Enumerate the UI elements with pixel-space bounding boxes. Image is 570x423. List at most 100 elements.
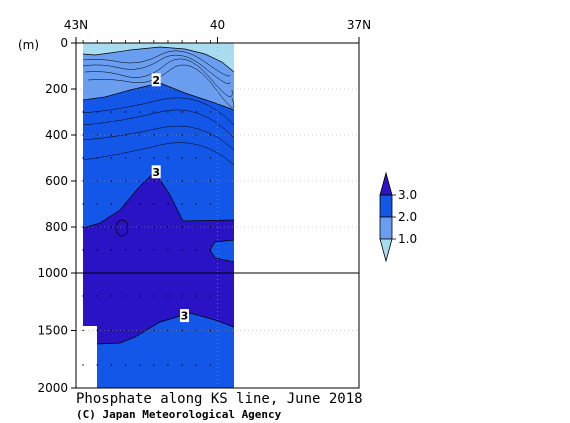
station-dot-2-8 bbox=[110, 329, 113, 332]
legend-label-1: 1.0 bbox=[398, 232, 417, 246]
station-dot-9-8 bbox=[209, 329, 212, 332]
station-dot-0-5 bbox=[82, 226, 84, 228]
station-dot-0-1 bbox=[82, 134, 84, 136]
credit-text: (C) Japan Meteorological Agency bbox=[76, 408, 282, 421]
station-dot-8-4 bbox=[195, 203, 197, 205]
region-above-3 bbox=[83, 172, 234, 344]
station-dot-7-8 bbox=[181, 329, 183, 332]
station-dot-5-5 bbox=[153, 226, 155, 228]
station-dot-1-9 bbox=[96, 364, 98, 366]
station-dot-6-8 bbox=[167, 329, 169, 332]
station-dot-5-1 bbox=[153, 134, 155, 136]
station-dot-3-2 bbox=[124, 157, 127, 159]
station-dot-7-2 bbox=[181, 157, 183, 159]
station-dot-9-1 bbox=[209, 134, 212, 136]
contour-label-bg-2 bbox=[179, 309, 189, 323]
station-dot-3-4 bbox=[124, 203, 127, 205]
station-dot-4-6 bbox=[138, 249, 141, 251]
station-dot-5-7 bbox=[153, 295, 155, 297]
station-dot-4-8 bbox=[138, 329, 141, 332]
station-dot-6-6 bbox=[167, 249, 169, 251]
legend-swatch-above-3 bbox=[379, 171, 393, 196]
station-dot-2-0 bbox=[110, 111, 113, 113]
station-dot-3-9 bbox=[124, 364, 127, 366]
legend-swatch-2-to-3 bbox=[379, 194, 393, 218]
station-dot-5-2 bbox=[153, 157, 155, 159]
colorbar-legend: 3.0 2.0 1.0 bbox=[379, 171, 417, 263]
station-dot-1-7 bbox=[96, 295, 98, 297]
station-dot-1-6 bbox=[96, 249, 98, 251]
contour-label-bg-1 bbox=[151, 165, 161, 179]
region-above-3-spot bbox=[116, 220, 128, 236]
station-dot-0-4 bbox=[82, 203, 84, 205]
station-dot-2-6 bbox=[110, 249, 113, 251]
station-dot-5-9 bbox=[153, 364, 155, 366]
station-dot-6-0 bbox=[167, 111, 169, 113]
y-axis: 0 200 400 600 800 1000 1500 2000 bbox=[37, 36, 76, 395]
station-dot-6-9 bbox=[167, 364, 169, 366]
station-dot-3-5 bbox=[124, 226, 127, 228]
station-dot-9-3 bbox=[209, 180, 212, 182]
station-dot-7-5 bbox=[181, 226, 183, 228]
station-dot-7-1 bbox=[181, 134, 183, 136]
station-dot-4-2 bbox=[138, 157, 141, 159]
station-dot-8-6 bbox=[195, 249, 197, 251]
station-dot-8-0 bbox=[195, 111, 197, 113]
contour-label-0: 2 bbox=[152, 74, 160, 87]
station-dot-7-9 bbox=[181, 364, 183, 366]
station-dot-8-7 bbox=[195, 295, 197, 297]
station-dot-4-3 bbox=[138, 180, 141, 182]
station-dot-9-5 bbox=[209, 226, 212, 228]
station-dot-0-0 bbox=[82, 111, 84, 113]
station-dot-6-3 bbox=[167, 180, 169, 182]
contour-label-bg-0 bbox=[151, 73, 161, 87]
station-dot-1-1 bbox=[96, 134, 98, 136]
station-dot-4-4 bbox=[138, 203, 141, 205]
contour-labels: 2 3 3 bbox=[151, 73, 189, 323]
station-dot-4-9 bbox=[138, 364, 141, 366]
station-dot-4-5 bbox=[138, 226, 141, 228]
station-dot-4-7 bbox=[138, 295, 141, 297]
station-dot-0-8 bbox=[82, 329, 84, 332]
y-tick-label-7: 2000 bbox=[37, 381, 68, 395]
station-dot-4-1 bbox=[138, 134, 141, 136]
station-dot-1-8 bbox=[96, 329, 98, 332]
x-tick-label-2: 37N bbox=[347, 18, 371, 32]
station-dot-5-6 bbox=[153, 249, 155, 251]
station-dot-2-7 bbox=[110, 295, 113, 297]
station-dot-2-3 bbox=[110, 180, 113, 182]
station-dot-3-3 bbox=[124, 180, 127, 182]
contour-lines bbox=[82, 46, 235, 345]
station-dot-8-2 bbox=[195, 157, 197, 159]
contour-label-1: 3 bbox=[152, 166, 160, 179]
station-dot-3-6 bbox=[124, 249, 127, 251]
contour-label-2: 3 bbox=[181, 310, 189, 323]
station-dot-1-5 bbox=[96, 226, 98, 228]
legend-label-2: 2.0 bbox=[398, 210, 417, 224]
station-dot-9-2 bbox=[209, 157, 212, 159]
station-dot-0-6 bbox=[82, 249, 84, 251]
chart-title: Phosphate along KS line, June 2018 bbox=[76, 391, 363, 407]
station-dot-2-9 bbox=[110, 364, 113, 366]
station-dot-6-4 bbox=[167, 203, 169, 205]
station-dot-6-5 bbox=[167, 226, 169, 228]
station-dot-3-1 bbox=[124, 134, 127, 136]
station-dot-0-3 bbox=[82, 180, 84, 182]
station-dot-5-4 bbox=[153, 203, 155, 205]
station-dot-7-0 bbox=[181, 111, 183, 113]
station-dot-1-4 bbox=[96, 203, 98, 205]
x-tick-label-0: 43N bbox=[64, 18, 88, 32]
station-dot-1-2 bbox=[96, 157, 98, 159]
station-markers bbox=[82, 111, 212, 366]
station-dot-6-1 bbox=[167, 134, 169, 136]
station-dot-5-8 bbox=[153, 329, 155, 332]
gridlines bbox=[76, 43, 359, 388]
legend-swatch-1-to-2 bbox=[379, 216, 393, 240]
station-dot-9-4 bbox=[209, 203, 212, 205]
station-dot-7-7 bbox=[181, 295, 183, 297]
station-dot-2-2 bbox=[110, 157, 113, 159]
station-dot-0-9 bbox=[82, 364, 84, 366]
y-tick-label-6: 1500 bbox=[37, 324, 68, 338]
legend-swatch-below-1 bbox=[379, 238, 393, 263]
